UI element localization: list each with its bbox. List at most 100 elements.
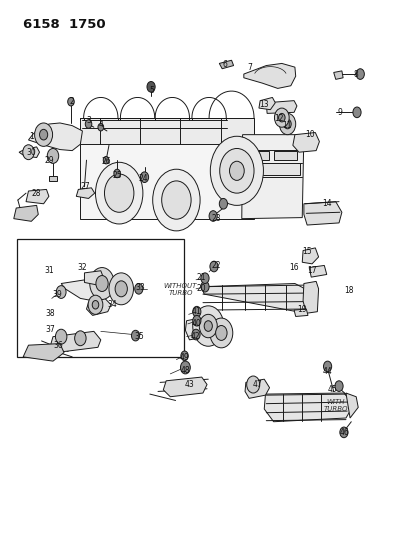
Circle shape: [192, 316, 200, 326]
Circle shape: [98, 124, 103, 131]
Circle shape: [192, 306, 223, 346]
Circle shape: [109, 273, 133, 305]
Bar: [273, 151, 297, 160]
Circle shape: [355, 69, 364, 79]
Circle shape: [34, 123, 52, 147]
Circle shape: [209, 318, 232, 348]
Circle shape: [135, 284, 143, 294]
Polygon shape: [302, 281, 318, 313]
Text: 33: 33: [135, 283, 145, 292]
Polygon shape: [80, 118, 254, 144]
Text: 38: 38: [45, 309, 54, 318]
Text: 17: 17: [306, 266, 316, 275]
Polygon shape: [163, 377, 207, 397]
Text: 28: 28: [32, 189, 41, 198]
Text: 23: 23: [211, 214, 221, 223]
Text: 1: 1: [29, 132, 34, 141]
Circle shape: [334, 381, 342, 391]
Polygon shape: [301, 248, 318, 264]
Bar: [17, 239, 183, 357]
Polygon shape: [258, 98, 274, 110]
Circle shape: [191, 329, 200, 340]
Circle shape: [323, 361, 331, 372]
Polygon shape: [303, 201, 341, 225]
Text: 22: 22: [211, 261, 220, 270]
Circle shape: [199, 314, 217, 338]
Text: 21: 21: [196, 273, 205, 281]
Text: 19: 19: [297, 304, 306, 313]
Circle shape: [95, 163, 143, 224]
Circle shape: [352, 107, 360, 118]
Circle shape: [215, 326, 227, 341]
Circle shape: [103, 157, 109, 164]
Text: 49: 49: [179, 353, 189, 362]
Text: 26: 26: [101, 157, 111, 166]
Text: 31: 31: [44, 266, 54, 275]
Circle shape: [200, 281, 209, 292]
Circle shape: [209, 211, 217, 221]
Circle shape: [161, 181, 191, 219]
Text: 14: 14: [321, 199, 331, 208]
Circle shape: [210, 136, 263, 205]
Polygon shape: [14, 205, 38, 221]
Polygon shape: [28, 123, 82, 151]
Circle shape: [283, 119, 290, 129]
Polygon shape: [243, 63, 295, 88]
Text: 3: 3: [86, 116, 91, 125]
Circle shape: [115, 281, 127, 297]
Text: 25: 25: [112, 171, 121, 180]
Text: 8: 8: [353, 70, 358, 78]
Text: 46: 46: [339, 428, 349, 437]
Circle shape: [131, 330, 139, 341]
Circle shape: [152, 169, 200, 231]
Polygon shape: [241, 135, 303, 219]
Circle shape: [192, 306, 200, 317]
Polygon shape: [86, 298, 111, 316]
Circle shape: [204, 321, 212, 332]
Text: 15: 15: [301, 247, 311, 256]
Circle shape: [229, 161, 244, 180]
Text: 39: 39: [52, 289, 62, 298]
Circle shape: [23, 145, 34, 160]
Polygon shape: [185, 316, 219, 340]
Text: 43: 43: [184, 380, 194, 389]
Circle shape: [219, 198, 227, 209]
Polygon shape: [84, 271, 103, 285]
Circle shape: [74, 331, 86, 346]
Circle shape: [279, 114, 295, 135]
Polygon shape: [219, 60, 233, 69]
Text: 40: 40: [191, 319, 200, 328]
Text: 45: 45: [327, 385, 337, 394]
Polygon shape: [201, 284, 310, 312]
Polygon shape: [23, 344, 64, 361]
Polygon shape: [264, 393, 351, 422]
Polygon shape: [26, 189, 49, 204]
Circle shape: [200, 273, 209, 284]
Text: 5: 5: [149, 85, 154, 94]
Text: 30: 30: [27, 148, 36, 157]
Text: 35: 35: [134, 332, 143, 341]
Text: 47: 47: [252, 380, 261, 389]
Circle shape: [246, 376, 259, 393]
Text: 34: 34: [107, 300, 117, 309]
Circle shape: [219, 149, 254, 193]
Circle shape: [92, 301, 99, 309]
Text: WITH
TURBO: WITH TURBO: [323, 399, 347, 413]
Text: 36: 36: [53, 341, 63, 350]
Circle shape: [67, 98, 74, 106]
Polygon shape: [61, 278, 112, 301]
Text: 13: 13: [259, 100, 268, 109]
Text: 6158  1750: 6158 1750: [23, 18, 106, 31]
Text: 16: 16: [289, 263, 298, 272]
Text: 37: 37: [45, 325, 55, 334]
Text: 4: 4: [98, 119, 103, 128]
Text: 11: 11: [281, 121, 291, 130]
Polygon shape: [245, 379, 269, 398]
Circle shape: [180, 361, 190, 374]
Polygon shape: [345, 393, 357, 418]
Bar: [246, 151, 268, 160]
Text: 27: 27: [80, 182, 90, 191]
Polygon shape: [292, 133, 319, 152]
Polygon shape: [80, 118, 254, 219]
Text: 2: 2: [70, 97, 74, 106]
